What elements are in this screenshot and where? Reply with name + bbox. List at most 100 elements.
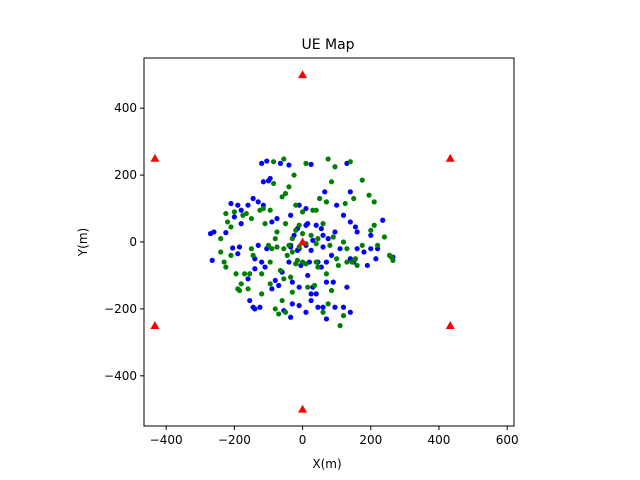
ue-point-green [327, 242, 333, 248]
ue-point-blue [330, 279, 336, 285]
ue-point-green [240, 212, 246, 218]
ue-point-blue [269, 286, 275, 292]
x-axis-label: X(m) [312, 457, 341, 471]
ue-point-green [272, 306, 278, 312]
ue-point-blue [361, 249, 367, 255]
ue-point-green [274, 244, 280, 250]
ue-point-green [218, 236, 224, 242]
ue-point-green [349, 259, 355, 265]
ue-point-green [313, 241, 319, 247]
ue-point-green [267, 281, 273, 287]
ue-point-blue [344, 284, 350, 290]
ue-point-blue [328, 252, 335, 258]
ue-point-blue [305, 221, 311, 227]
ue-point-green [223, 210, 229, 217]
ue-point-green [238, 281, 244, 287]
ue-point-blue [320, 244, 326, 250]
ue-point-blue [308, 161, 314, 167]
ue-point-green [320, 309, 326, 315]
ue-point-blue [238, 221, 244, 227]
ue-point-green [296, 244, 302, 250]
ue-point-blue [308, 247, 314, 253]
ue-point-green [281, 156, 287, 162]
y-axis-label: Y(m) [76, 228, 90, 257]
ue-point-green [330, 234, 336, 240]
ue-point-blue [347, 309, 353, 315]
ue-point-green [270, 159, 277, 165]
ue-point-green [231, 209, 237, 215]
ue-point-blue [325, 236, 331, 242]
ue-point-blue [368, 232, 374, 238]
ue-point-green [303, 261, 309, 267]
base-station-marker [150, 321, 160, 330]
ue-point-green [351, 195, 357, 202]
ue-point-green [359, 177, 365, 183]
ue-point-green [291, 172, 297, 178]
ue-point-blue [255, 199, 261, 205]
ue-point-green [386, 252, 393, 258]
ue-point-blue [296, 284, 302, 290]
ue-point-green [344, 259, 350, 265]
ue-point-blue [235, 251, 241, 257]
ue-point-green [323, 271, 330, 277]
ue-point-green [325, 301, 331, 307]
ue-point-blue [236, 244, 243, 250]
ue-point-green [267, 207, 273, 213]
ue-point-green [282, 221, 289, 227]
ue-point-green [311, 282, 318, 289]
ue-point-green [277, 267, 284, 274]
ue-point-green [282, 190, 289, 197]
ue-point-blue [310, 237, 316, 243]
x-tick-label: 400 [428, 433, 451, 447]
ue-point-green [288, 274, 294, 280]
ue-point-blue [347, 189, 353, 195]
x-tick-label: 0 [299, 433, 307, 447]
ue-point-green [354, 262, 360, 269]
ue-point-blue [252, 306, 258, 312]
ue-point-green [366, 192, 372, 198]
ue-point-blue [259, 259, 265, 265]
x-tick-label: 200 [359, 433, 382, 447]
ue-point-green [248, 246, 255, 252]
ue-point-green [267, 259, 273, 265]
ue-point-green [248, 215, 255, 222]
ue-point-blue [209, 257, 215, 263]
y-axis: −400 −200 0 200 400 [104, 101, 144, 383]
ue-point-blue [274, 215, 280, 222]
ue-point-green [340, 239, 347, 245]
ue-point-blue [332, 304, 338, 310]
ue-point-blue [323, 259, 330, 265]
ue-point-blue [289, 279, 295, 285]
ue-point-blue [269, 219, 275, 225]
ue-point-green [323, 199, 330, 205]
ue-point-green [284, 252, 290, 258]
ue-point-blue [323, 316, 330, 322]
ue-point-blue [245, 276, 251, 282]
ue-point-green [276, 311, 282, 317]
ue-point-blue [265, 178, 272, 184]
ue-point-blue [318, 226, 324, 232]
ue-point-blue [257, 304, 263, 310]
ue-point-green [272, 236, 278, 242]
ue-point-blue [354, 229, 360, 235]
ue-point-blue [303, 309, 309, 315]
ue-point-blue [289, 301, 295, 307]
base-station-marker [150, 153, 160, 162]
ue-point-blue [303, 205, 309, 212]
ue-point-blue [347, 219, 353, 225]
ue-point-blue [323, 279, 330, 285]
ue-point-green [245, 286, 251, 292]
ue-point-green [381, 234, 388, 240]
ue-point-blue [296, 302, 302, 309]
ue-point-green [335, 262, 341, 269]
ue-point-green [344, 246, 350, 252]
ue-point-green [260, 205, 266, 212]
ue-point-green [325, 156, 331, 162]
x-tick-label: 600 [496, 433, 519, 447]
chart-title: UE Map [301, 37, 354, 53]
ue-point-blue [247, 297, 253, 304]
ue-point-blue [332, 229, 338, 235]
ue-point-green [359, 242, 365, 248]
ue-point-green [317, 195, 323, 202]
